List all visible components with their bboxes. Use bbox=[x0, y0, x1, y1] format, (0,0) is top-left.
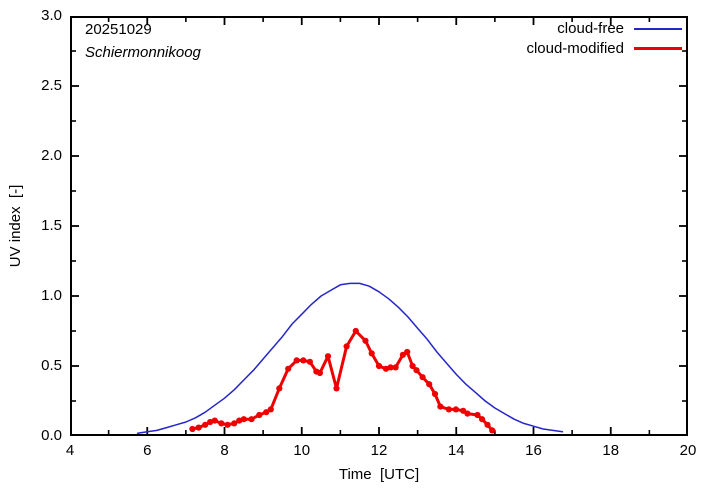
cloud-modified-marker bbox=[474, 411, 481, 419]
cloud-modified-marker bbox=[263, 409, 270, 416]
cloud-modified-marker bbox=[202, 421, 209, 428]
cloud-modified-marker bbox=[464, 410, 471, 417]
cloud-modified-marker bbox=[352, 327, 359, 335]
cloud-modified-marker bbox=[445, 406, 452, 413]
x-tick-label: 10 bbox=[293, 442, 311, 459]
x-tick-label: 4 bbox=[65, 442, 75, 459]
cloud-modified-marker bbox=[484, 421, 491, 428]
cloud-modified-line bbox=[190, 329, 494, 432]
cloud-modified-marker bbox=[300, 357, 307, 364]
cloud-modified-marker bbox=[375, 362, 383, 370]
legend-line-sample-cloud-free bbox=[634, 27, 682, 30]
x-tick-label: 14 bbox=[447, 442, 465, 459]
cloud-modified-marker bbox=[240, 416, 247, 423]
cloud-modified-marker bbox=[368, 350, 375, 357]
x-tick-label: 12 bbox=[370, 442, 388, 459]
y-tick-label: 3.0 bbox=[41, 7, 62, 24]
cloud-modified-marker bbox=[362, 337, 369, 344]
date-label: 20251029 bbox=[85, 21, 152, 38]
y-tick-label: 0.5 bbox=[41, 357, 62, 374]
y-tick-label: 1.0 bbox=[41, 287, 62, 304]
cloud-modified-marker bbox=[404, 348, 411, 356]
x-tick-label: 8 bbox=[220, 442, 229, 459]
cloud-modified-marker bbox=[224, 421, 231, 428]
cloud-modified-marker bbox=[452, 406, 459, 413]
plot-border bbox=[70, 16, 688, 436]
plot-canvas bbox=[70, 16, 688, 436]
y-tick-label: 1.5 bbox=[41, 217, 62, 234]
legend-line-sample-cloud-modified bbox=[634, 47, 682, 50]
x-tick-label: 16 bbox=[525, 442, 542, 459]
cloud-modified-marker bbox=[413, 367, 420, 374]
cloud-modified-marker bbox=[306, 358, 313, 365]
plot-area: 20251029 Schiermonnikoog cloud-free clou… bbox=[70, 16, 688, 436]
cloud-modified-marker bbox=[195, 424, 202, 431]
cloud-modified-marker bbox=[248, 416, 255, 423]
cloud-modified-marker bbox=[387, 364, 394, 371]
cloud-modified-marker bbox=[218, 420, 225, 427]
legend-entry-cloud-modified: cloud-modified bbox=[526, 39, 682, 58]
cloud-modified-marker bbox=[409, 362, 416, 370]
cloud-modified-marker bbox=[437, 403, 444, 410]
cloud-modified-marker bbox=[231, 420, 238, 427]
cloud-modified-marker bbox=[343, 343, 350, 350]
cloud-modified-marker bbox=[479, 416, 486, 423]
cloud-free-line bbox=[136, 282, 564, 434]
station-label: Schiermonnikoog bbox=[85, 44, 201, 61]
cloud-modified-marker bbox=[324, 353, 332, 360]
x-tick-label: 6 bbox=[143, 442, 152, 459]
cloud-modified-marker bbox=[316, 369, 323, 377]
legend-label-cloud-free: cloud-free bbox=[557, 20, 624, 37]
legend-label-cloud-modified: cloud-modified bbox=[526, 40, 624, 57]
cloud-modified-marker bbox=[276, 385, 283, 392]
cloud-modified-marker bbox=[189, 425, 196, 433]
cloud-modified-marker bbox=[392, 364, 399, 371]
x-tick-label: 20 bbox=[679, 442, 697, 459]
y-tick-label: 2.5 bbox=[41, 77, 62, 94]
cloud-modified-marker bbox=[293, 357, 300, 364]
cloud-modified-marker bbox=[267, 406, 274, 413]
x-axis-title: Time [UTC] bbox=[338, 466, 420, 483]
y-tick-label: 0.0 bbox=[41, 427, 62, 444]
legend-entry-cloud-free: cloud-free bbox=[526, 19, 682, 38]
cloud-modified-marker bbox=[285, 365, 292, 372]
y-tick-label: 2.0 bbox=[41, 147, 62, 164]
legend: cloud-free cloud-modified bbox=[526, 19, 682, 58]
x-tick-label: 18 bbox=[602, 442, 620, 459]
cloud-modified-marker bbox=[489, 427, 496, 434]
cloud-modified-marker bbox=[333, 385, 340, 392]
cloud-modified-marker bbox=[431, 390, 439, 398]
cloud-modified-marker bbox=[211, 417, 218, 424]
cloud-modified-marker bbox=[256, 411, 263, 419]
cloud-modified-marker bbox=[419, 374, 426, 381]
cloud-modified-marker bbox=[426, 381, 433, 388]
